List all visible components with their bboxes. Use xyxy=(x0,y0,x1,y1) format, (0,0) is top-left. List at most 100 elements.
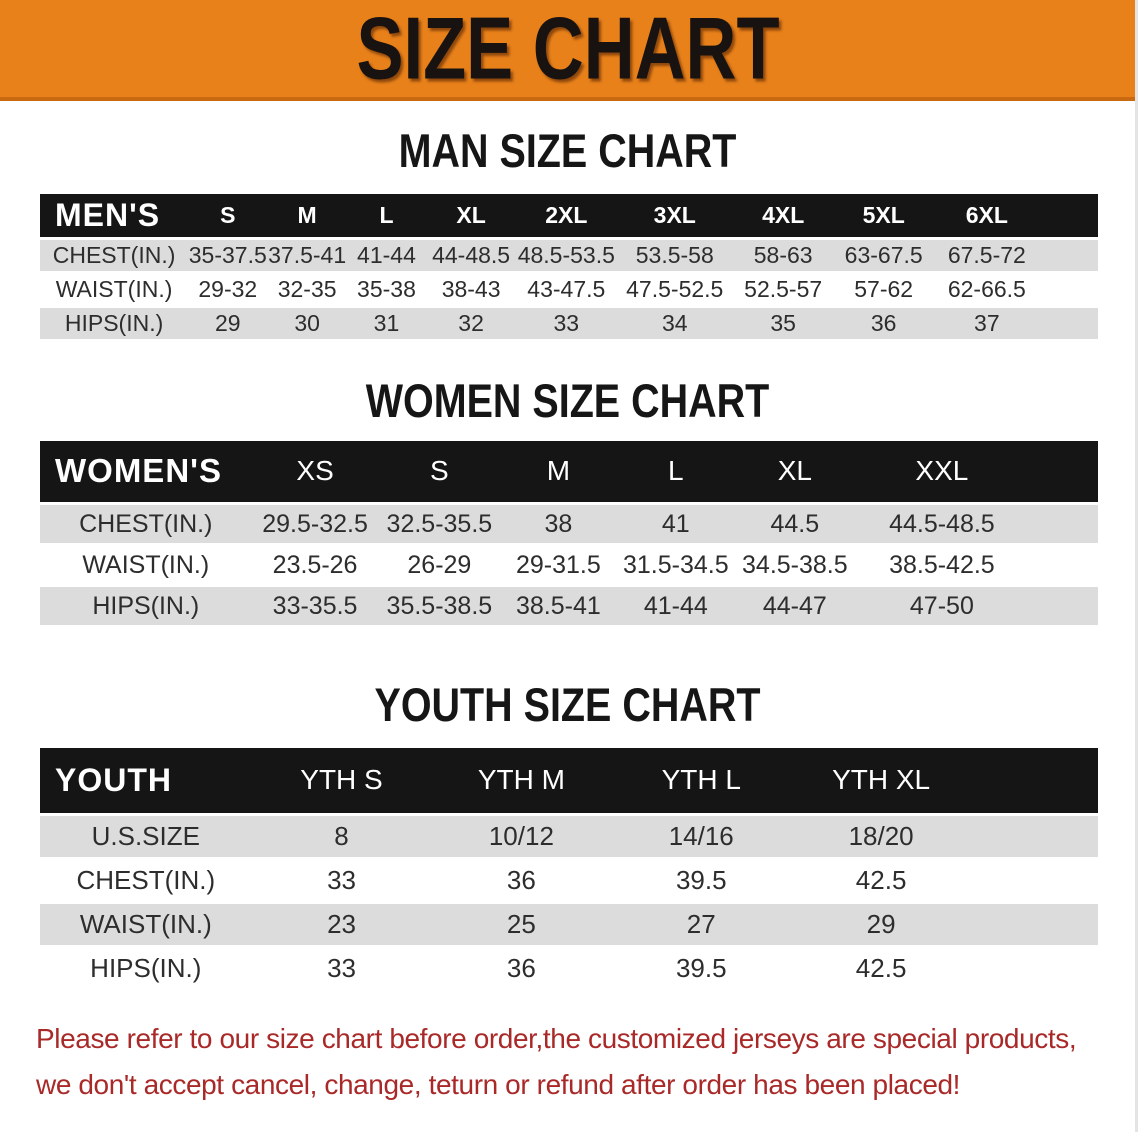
women-size-table: WOMEN'S XS S M L XL XXL CHEST(IN.) 29.5-32.5 32.5… xyxy=(40,440,1098,628)
men-size-cell: 35-37.5 xyxy=(188,238,268,274)
women-size-cell: 44.5 xyxy=(735,503,855,546)
men-size-cell: 36 xyxy=(833,306,934,342)
women-size-cell: 38 xyxy=(500,503,617,546)
women-row-spacer xyxy=(1029,503,1098,546)
men-row-label: CHEST(IN.) xyxy=(40,238,189,274)
men-size-cell: 30 xyxy=(267,306,347,342)
women-size-cell: 33-35.5 xyxy=(251,585,379,628)
men-size-cell: 29 xyxy=(188,306,268,342)
men-size-column-header: 3XL xyxy=(616,194,733,240)
youth-size-column-header: YTH S xyxy=(251,748,432,816)
youth-size-column-header: YTH XL xyxy=(791,748,972,816)
men-table-row: CHEST(IN.) 35-37.5 37.5-41 41-44 44-48.5 48.5… xyxy=(40,238,1098,274)
men-size-cell: 31 xyxy=(346,306,427,342)
men-header-spacer xyxy=(1039,194,1098,240)
women-size-column-header: M xyxy=(500,440,617,505)
men-size-cell: 34 xyxy=(616,306,733,342)
women-row-label: WAIST(IN.) xyxy=(40,544,252,587)
youth-row-label: HIPS(IN.) xyxy=(40,946,252,992)
men-size-cell: 67.5-72 xyxy=(933,238,1040,274)
men-size-column-header: 2XL xyxy=(516,194,617,240)
men-table-corner-label: MEN'S xyxy=(40,194,189,240)
men-row-spacer xyxy=(1039,238,1098,274)
women-size-column-header: S xyxy=(378,440,501,505)
men-size-cell: 57-62 xyxy=(833,272,934,308)
women-size-cell: 29-31.5 xyxy=(500,544,617,587)
women-size-cell: 41-44 xyxy=(616,585,736,628)
men-size-column-header: 6XL xyxy=(933,194,1040,240)
women-size-cell: 38.5-42.5 xyxy=(854,544,1030,587)
youth-table-corner-label: YOUTH xyxy=(40,748,252,816)
order-notice-line-2: we don't accept cancel, change, teturn o… xyxy=(36,1068,961,1100)
youth-size-cell: 10/12 xyxy=(431,814,612,860)
men-size-column-header: L xyxy=(346,194,427,240)
youth-size-table: YOUTH YTH S YTH M YTH L YTH XL U.S.SIZE 8 10/12… xyxy=(40,748,1098,992)
men-table-header-row: MEN'S S M L XL 2XL 3XL 4XL 5XL 6XL xyxy=(40,194,1098,240)
youth-size-cell: 33 xyxy=(251,946,432,992)
youth-size-cell: 39.5 xyxy=(611,858,792,904)
men-size-cell: 35 xyxy=(732,306,834,342)
women-table-row: WAIST(IN.) 23.5-26 26-29 29-31.5 31.5-34.5 34… xyxy=(40,544,1098,587)
youth-size-cell: 33 xyxy=(251,858,432,904)
men-row-label: WAIST(IN.) xyxy=(40,272,189,308)
men-row-label: HIPS(IN.) xyxy=(40,306,189,342)
women-size-column-header: XS xyxy=(251,440,379,505)
women-size-cell: 41 xyxy=(616,503,736,546)
youth-table-row: CHEST(IN.) 33 36 39.5 42.5 xyxy=(40,858,1098,904)
youth-row-spacer xyxy=(971,902,1098,948)
youth-size-cell: 42.5 xyxy=(791,858,972,904)
women-size-cell: 34.5-38.5 xyxy=(735,544,855,587)
women-size-cell: 29.5-32.5 xyxy=(251,503,379,546)
men-size-cell: 37.5-41 xyxy=(267,238,347,274)
banner-title: SIZE CHART xyxy=(355,0,780,98)
youth-size-column-header: YTH M xyxy=(431,748,612,816)
youth-row-label: WAIST(IN.) xyxy=(40,902,252,948)
men-table-row: HIPS(IN.) 29 30 31 32 33 34 35 36 37 xyxy=(40,306,1098,342)
women-row-spacer xyxy=(1029,544,1098,587)
women-size-cell: 31.5-34.5 xyxy=(616,544,736,587)
men-size-column-header: 5XL xyxy=(833,194,934,240)
women-size-cell: 47-50 xyxy=(854,585,1030,628)
men-size-column-header: M xyxy=(267,194,347,240)
youth-size-cell: 27 xyxy=(611,902,792,948)
youth-section-heading: YOUTH SIZE CHART xyxy=(374,678,761,731)
order-notice: Please refer to our size chart before or… xyxy=(36,1016,1135,1108)
women-size-column-header: XL xyxy=(735,440,855,505)
order-notice-line-1: Please refer to our size chart before or… xyxy=(36,1022,1077,1054)
men-section-heading: MAN SIZE CHART xyxy=(398,124,737,177)
men-size-column-header: S xyxy=(188,194,268,240)
youth-row-spacer xyxy=(971,946,1098,992)
women-header-spacer xyxy=(1029,440,1098,505)
women-size-cell: 35.5-38.5 xyxy=(378,585,501,628)
women-size-cell: 26-29 xyxy=(378,544,501,587)
men-table-row: WAIST(IN.) 29-32 32-35 35-38 38-43 43-47.5 47.… xyxy=(40,272,1098,308)
women-size-cell: 44.5-48.5 xyxy=(854,503,1030,546)
women-size-cell: 32.5-35.5 xyxy=(378,503,501,546)
women-row-spacer xyxy=(1029,585,1098,628)
youth-row-label: U.S.SIZE xyxy=(40,814,252,860)
youth-table-header-row: YOUTH YTH S YTH M YTH L YTH XL xyxy=(40,748,1098,816)
men-size-cell: 48.5-53.5 xyxy=(516,238,617,274)
women-size-cell: 44-47 xyxy=(735,585,855,628)
men-size-cell: 33 xyxy=(516,306,617,342)
women-table-corner-label: WOMEN'S xyxy=(40,440,252,505)
women-size-column-header: XXL xyxy=(854,440,1030,505)
men-size-cell: 29-32 xyxy=(188,272,268,308)
men-size-cell: 52.5-57 xyxy=(732,272,834,308)
men-size-cell: 58-63 xyxy=(732,238,834,274)
youth-size-column-header: YTH L xyxy=(611,748,792,816)
youth-size-cell: 18/20 xyxy=(791,814,972,860)
women-row-label: HIPS(IN.) xyxy=(40,585,252,628)
men-size-cell: 37 xyxy=(933,306,1040,342)
men-size-column-header: XL xyxy=(426,194,517,240)
men-row-spacer xyxy=(1039,306,1098,342)
youth-header-spacer xyxy=(971,748,1098,816)
women-table-header-row: WOMEN'S XS S M L XL XXL xyxy=(40,440,1098,505)
men-size-column-header: 4XL xyxy=(732,194,834,240)
youth-table-row: HIPS(IN.) 33 36 39.5 42.5 xyxy=(40,946,1098,992)
youth-size-cell: 42.5 xyxy=(791,946,972,992)
youth-size-cell: 36 xyxy=(431,946,612,992)
youth-row-label: CHEST(IN.) xyxy=(40,858,252,904)
women-section-heading: WOMEN SIZE CHART xyxy=(365,373,770,427)
youth-size-cell: 23 xyxy=(251,902,432,948)
